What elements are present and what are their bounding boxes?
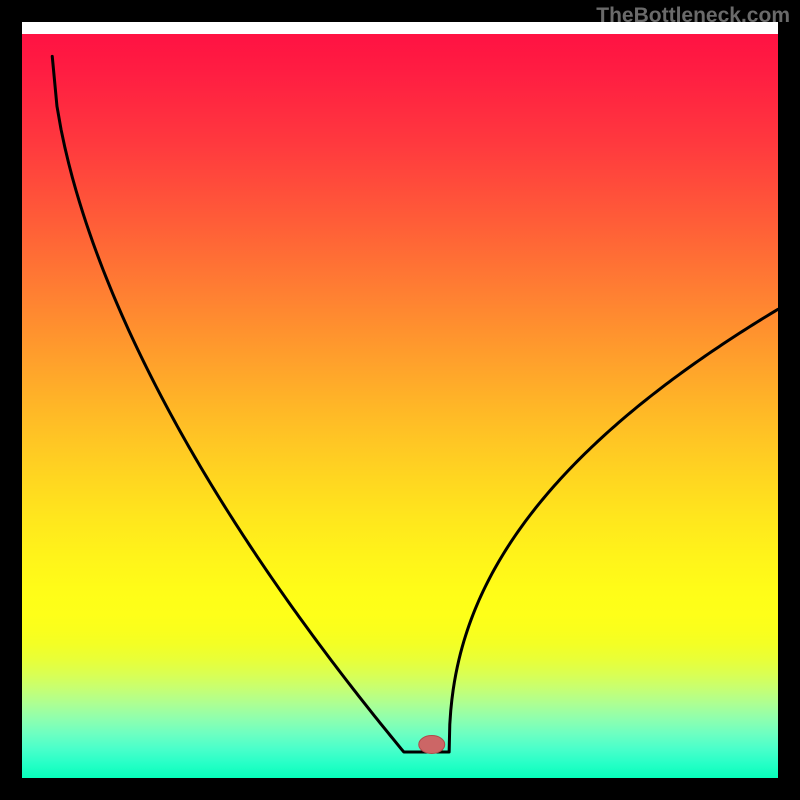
chart-container: TheBottleneck.com bbox=[0, 0, 800, 800]
chart-background-gradient bbox=[22, 34, 778, 778]
bottleneck-chart bbox=[0, 0, 800, 800]
watermark-text: TheBottleneck.com bbox=[596, 4, 790, 28]
valley-marker bbox=[419, 736, 445, 754]
